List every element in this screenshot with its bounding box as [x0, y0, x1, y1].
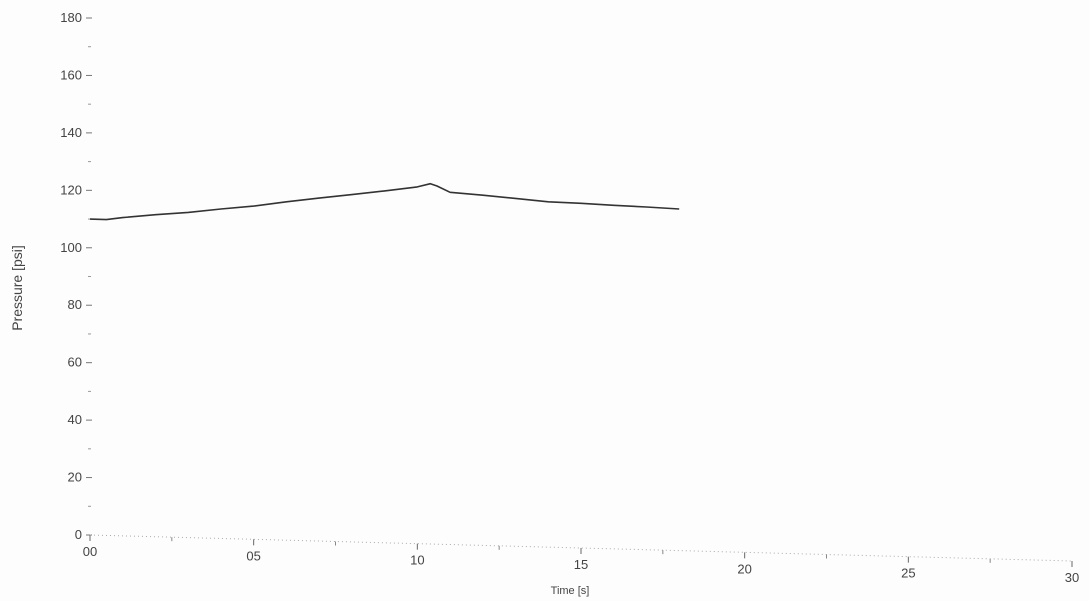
x-axis-title: Time [s]: [551, 585, 590, 597]
y-tick-label: 100: [60, 240, 82, 255]
y-tick-label: 120: [60, 182, 82, 197]
x-tick-label: 30: [1065, 570, 1079, 585]
x-tick-label: 25: [901, 566, 915, 581]
x-tick-label: 15: [574, 557, 588, 572]
y-tick-label: 140: [60, 125, 82, 140]
y-tick-label: 60: [68, 355, 82, 370]
y-tick-label: 0: [75, 527, 82, 542]
x-tick-label: 10: [410, 553, 424, 568]
pressure-line: [89, 182, 680, 221]
y-tick-label: 40: [68, 412, 82, 427]
data-series: [89, 182, 680, 221]
x-tick-label: 20: [737, 561, 751, 576]
x-tick-label: 00: [83, 544, 97, 559]
x-tick-label: 05: [246, 548, 260, 563]
y-tick-label: 160: [60, 67, 82, 82]
y-tick-label: 180: [60, 10, 82, 25]
y-axis-title: Pressure [psi]: [9, 245, 25, 331]
y-tick-label: 20: [68, 470, 82, 485]
y-axis: 0 20 40 60 80 100 120 140 160 180: [60, 10, 92, 542]
y-tick-label: 80: [68, 297, 82, 312]
x-axis: 00 05 10 15 20 25 30: [83, 534, 1079, 585]
